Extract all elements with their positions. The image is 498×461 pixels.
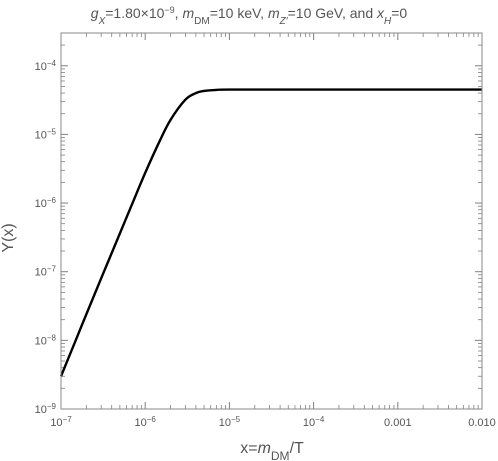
x-tick-label: 10−7 [50,415,72,430]
x-tick-label: 10−6 [135,415,157,430]
x-tick-label: 0.010 [468,417,496,429]
x-tick-label: 10−5 [219,415,241,430]
y-tick-label: 10−7 [35,264,57,279]
x-tick-label: 10−4 [303,415,325,430]
y-axis-label: Y(x) [0,223,17,252]
plot-frame-rect [60,32,483,410]
x-tick-label: 0.001 [384,417,412,429]
y-tick-label: 10−4 [35,58,57,73]
series-layer [59,88,482,377]
series-line-0 [59,88,482,377]
x-axis-label: x=mDM/T [240,440,304,461]
ticks: 10−7 10−6 10−5 10−4 0.001 0.010 10−9 10−8 10−7 10… [35,33,496,429]
y-tick-label: 10−5 [35,127,57,142]
y-tick-label: 10−8 [35,333,57,348]
y-tick-label: 10−9 [35,402,57,417]
plot-frame [60,32,483,410]
chart-title: gX=1.80×10−9, mDM=10 keV, mZ′=10 GeV, an… [91,5,408,27]
y-tick-label: 10−6 [35,196,57,211]
